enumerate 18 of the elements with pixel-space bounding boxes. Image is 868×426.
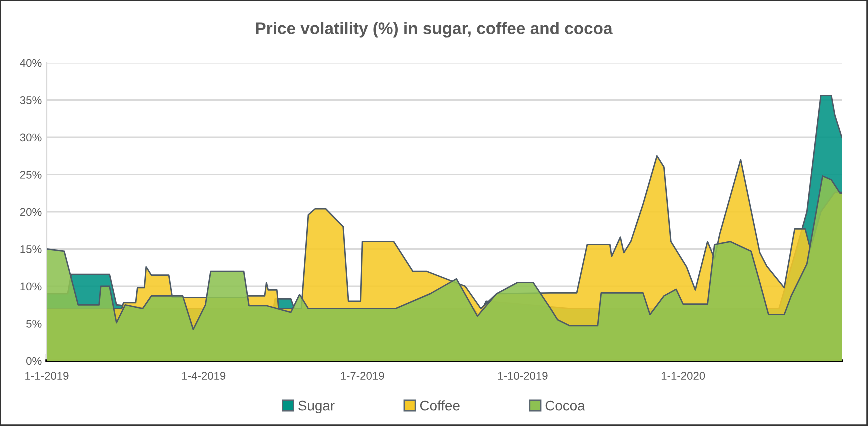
x-tick-label: 1-1-2019 (26, 372, 69, 380)
legend-label: Sugar (298, 400, 335, 414)
y-tick-label: 25% (20, 171, 42, 179)
x-tick-label: 1-7-2019 (341, 372, 384, 380)
y-tick-label: 10% (20, 282, 42, 291)
y-tick-label: 15% (20, 246, 42, 254)
y-tick-label: 20% (20, 208, 42, 216)
y-tick-label: 30% (20, 134, 42, 142)
legend-label: Coffee (420, 400, 460, 411)
y-tick-label: 40% (20, 59, 42, 68)
chart-title: Price volatility (%) in sugar, coffee and cocoa (256, 22, 613, 38)
x-tick-label: 1-1-2020 (662, 372, 706, 380)
y-tick-label: 5% (26, 320, 42, 328)
y-tick-label: 0% (26, 357, 42, 366)
x-tick-label: 1-10-2019 (498, 372, 548, 380)
legend-label: Cocoa (546, 400, 586, 411)
y-tick-label: 35% (20, 96, 42, 104)
x-tick-label: 1-4-2019 (182, 372, 226, 380)
